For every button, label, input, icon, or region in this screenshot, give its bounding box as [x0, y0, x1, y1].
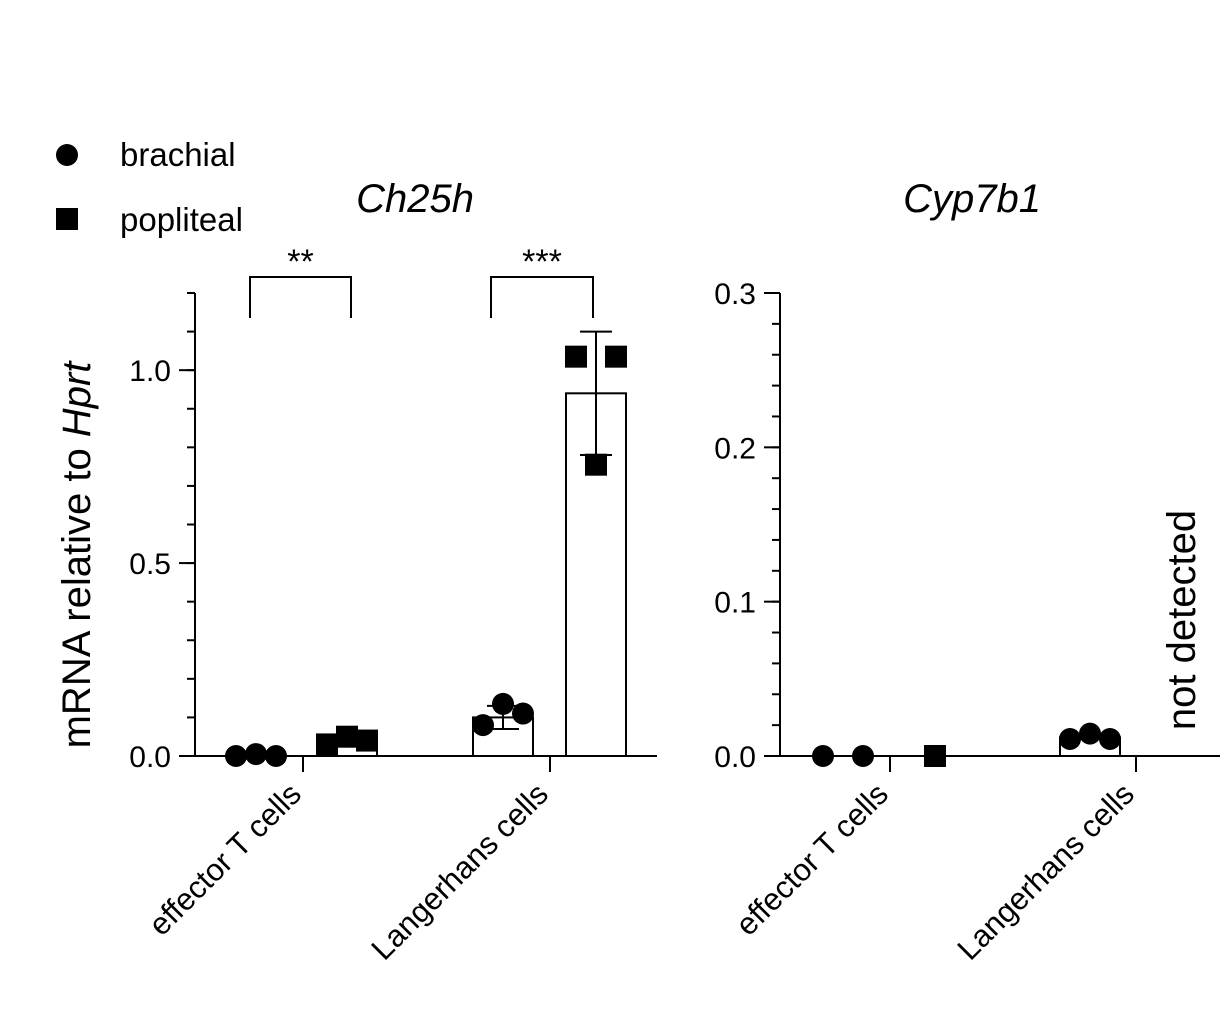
panel-title-cyp7b1: Cyp7b1	[903, 177, 1041, 221]
significance-label: **	[287, 243, 313, 281]
data-point-brachial	[245, 743, 267, 766]
legend-label-popliteal: popliteal	[120, 201, 243, 238]
data-point-popliteal	[585, 453, 607, 476]
x-category-label: effector T cells	[729, 776, 895, 942]
data-point-popliteal	[565, 345, 587, 368]
y-tick-label: 0.2	[714, 432, 756, 465]
y-tick-label: 0.0	[129, 741, 171, 774]
not-detected-annotation: not detected	[1160, 510, 1204, 730]
data-point-brachial	[852, 745, 874, 767]
data-point-popliteal	[336, 725, 358, 748]
data-point-brachial	[492, 692, 514, 715]
panel-cyp7b1: 0.0 0.1 0.2 0.3 effector T cells Langerhans c…	[714, 278, 1220, 967]
legend: brachial popliteal	[56, 136, 243, 238]
panels: 0.0 0.5 1.0 effector T cells Langerhans cell…	[129, 243, 1220, 967]
x-category-label: Langerhans cells	[950, 776, 1140, 966]
data-point-brachial	[1059, 728, 1081, 751]
data-point-brachial	[512, 702, 534, 725]
legend-circle-marker	[56, 144, 78, 166]
significance-bracket	[490, 276, 594, 318]
y-tick-label: 0.5	[129, 548, 171, 581]
y-axis-label-gene: Hprt	[55, 360, 99, 437]
y-axis-label-prefix: mRNA relative to	[55, 437, 99, 748]
y-axis-label: mRNA relative to Hprt	[55, 360, 99, 749]
y-tick-label: 0.3	[714, 278, 756, 311]
data-point-popliteal	[316, 733, 338, 756]
data-point-popliteal	[605, 345, 627, 368]
significance-bracket	[249, 276, 352, 318]
panel-ch25h: 0.0 0.5 1.0 effector T cells Langerhans cell…	[129, 243, 657, 967]
data-point-brachial	[472, 714, 494, 737]
data-point-brachial	[265, 745, 287, 767]
data-point-brachial	[1079, 722, 1101, 745]
x-category-label: effector T cells	[142, 776, 308, 942]
data-point-brachial	[225, 745, 247, 767]
y-tick-label: 1.0	[129, 355, 171, 388]
x-category-label: Langerhans cells	[364, 776, 554, 966]
significance-label: ***	[522, 243, 562, 281]
data-point-brachial	[812, 745, 834, 767]
data-point-brachial	[1099, 728, 1121, 751]
panel-title-ch25h: Ch25h	[356, 177, 474, 221]
y-tick-label: 0.1	[714, 587, 756, 620]
y-tick-label: 0.0	[714, 741, 756, 774]
data-point-popliteal	[924, 745, 946, 767]
legend-label-brachial: brachial	[120, 136, 236, 173]
data-point-popliteal	[356, 729, 378, 752]
legend-square-marker	[56, 208, 78, 230]
